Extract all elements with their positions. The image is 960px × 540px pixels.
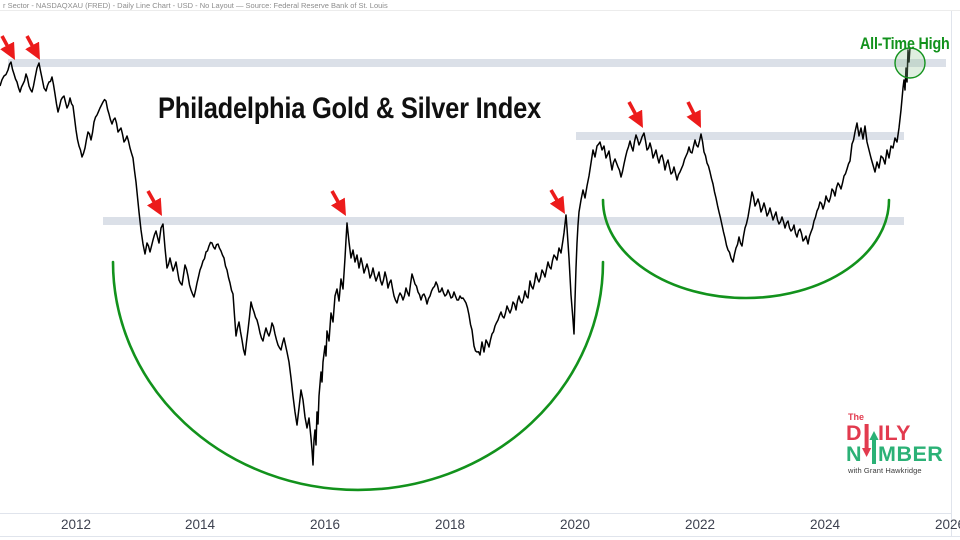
x-axis-label-2016: 2016 [309,517,341,532]
symbol-info: r Sector - NASDAQXAU (FRED) - Daily Line… [3,0,388,10]
chart-header: r Sector - NASDAQXAU (FRED) - Daily Line… [0,0,960,11]
all-time-high-label: All-Time High [860,34,950,53]
daily-number-logo: The D ILY N MBER with Grant Hawkridge [846,412,956,475]
logo-the: The [848,412,865,422]
logo-tagline: with Grant Hawkridge [848,466,922,475]
x-axis-label-2018: 2018 [434,517,466,532]
price-line [0,47,911,466]
resistance-bands [8,59,946,225]
logo-up-down-arrows-icon [862,424,879,464]
x-axis[interactable]: 2012 2014 2016 2018 2020 2022 2024 2026 [0,513,960,537]
annotation-arrows [0,35,701,216]
cup-and-handle-arcs [111,198,891,492]
x-axis-label-2026: 2026 [934,517,960,532]
x-axis-label-2012: 2012 [60,517,92,532]
x-axis-label-2014: 2014 [184,517,216,532]
x-axis-label-2020: 2020 [559,517,591,532]
x-axis-label-2024: 2024 [809,517,841,532]
chart-title: Philadelphia Gold & Silver Index [158,92,541,125]
chart-frame [0,11,960,537]
all-time-high-marker [894,47,926,79]
logo-line1: D ILY [846,421,912,445]
logo-line2: N MBER [846,441,944,466]
x-axis-label-2022: 2022 [684,517,716,532]
